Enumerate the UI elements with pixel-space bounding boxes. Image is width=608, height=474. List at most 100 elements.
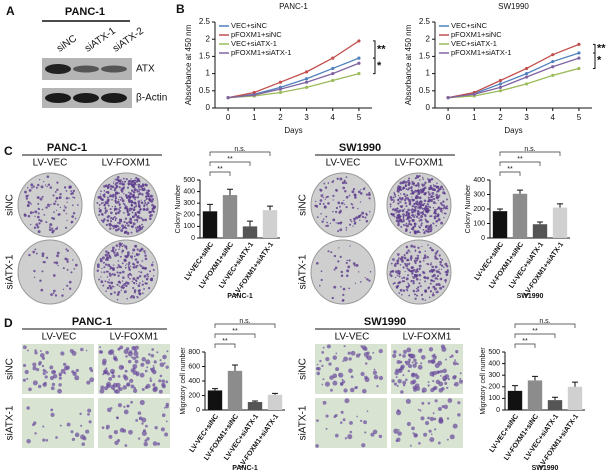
y-tick-label: 0 — [191, 235, 195, 242]
colony — [111, 246, 115, 250]
colony — [113, 273, 116, 277]
colony — [339, 177, 343, 181]
colony — [346, 259, 349, 262]
colony — [134, 189, 136, 192]
colony — [417, 246, 420, 249]
colony — [392, 282, 395, 285]
colony — [414, 177, 417, 180]
colony — [64, 206, 67, 209]
colony — [393, 215, 396, 218]
cell — [150, 353, 155, 358]
colony — [145, 204, 148, 206]
colony — [104, 280, 107, 283]
colony — [116, 251, 119, 255]
colony — [433, 215, 437, 219]
colony — [112, 264, 115, 266]
cell — [393, 428, 399, 434]
colony — [104, 209, 108, 213]
colony — [40, 185, 44, 189]
colony — [49, 186, 53, 189]
point — [278, 80, 283, 84]
colony — [136, 211, 139, 214]
colony — [65, 196, 69, 200]
colony — [418, 226, 421, 229]
colony — [395, 216, 398, 219]
colony — [130, 189, 134, 192]
colony — [319, 202, 322, 205]
bar — [567, 386, 583, 410]
colony — [138, 282, 141, 284]
colony — [41, 208, 44, 211]
colony — [132, 180, 135, 182]
colony — [56, 227, 59, 230]
colony — [416, 189, 420, 193]
cell — [33, 421, 37, 425]
colony — [357, 271, 360, 273]
colony — [140, 217, 143, 220]
colony — [402, 266, 405, 269]
colony — [403, 193, 406, 196]
colony — [123, 231, 127, 235]
bar — [527, 380, 543, 410]
cell — [126, 404, 130, 408]
colony — [111, 194, 115, 198]
point — [498, 89, 503, 93]
cell — [400, 364, 405, 369]
colony — [128, 195, 132, 199]
colony — [144, 202, 147, 205]
colony — [63, 186, 67, 189]
cell — [135, 418, 139, 422]
colony — [106, 281, 109, 283]
cell — [100, 385, 105, 390]
cell — [49, 375, 55, 381]
cell — [437, 441, 441, 445]
colony — [41, 270, 44, 273]
plate — [17, 239, 83, 305]
colony — [141, 193, 144, 196]
error-bar — [532, 375, 538, 381]
error-bar — [517, 189, 523, 194]
cell — [43, 383, 45, 386]
colony — [121, 224, 124, 228]
cell — [363, 420, 367, 425]
sig-bracket — [514, 333, 556, 338]
colony — [41, 254, 45, 258]
y-axis-label: Colony Number — [465, 184, 472, 233]
x-tick-label: 1 — [252, 113, 257, 122]
sig-label: n.s. — [239, 318, 250, 325]
colony — [39, 279, 42, 282]
colony — [126, 178, 128, 180]
colony — [345, 195, 349, 199]
colony — [367, 193, 371, 196]
colony — [114, 253, 118, 257]
cell — [402, 354, 406, 358]
colony — [423, 202, 426, 205]
cell — [163, 407, 166, 409]
colony — [118, 248, 120, 250]
colony — [390, 262, 393, 265]
colony — [396, 207, 399, 210]
colony — [38, 222, 41, 225]
cell — [34, 432, 37, 435]
cell — [70, 430, 74, 434]
colony — [106, 276, 109, 278]
colony — [121, 284, 124, 287]
colony — [68, 185, 72, 189]
cell — [408, 354, 411, 357]
colony — [396, 260, 399, 263]
point — [472, 92, 476, 96]
cell — [116, 416, 119, 420]
colony — [410, 244, 414, 248]
colony — [434, 210, 437, 213]
colony — [421, 190, 425, 193]
cell — [405, 398, 411, 404]
colony — [132, 286, 135, 290]
colony — [352, 225, 354, 227]
cell — [398, 428, 400, 431]
colony — [322, 196, 325, 199]
cell — [141, 422, 144, 425]
y-tick-label: 1.5 — [199, 52, 211, 61]
sig-bracket — [514, 323, 576, 328]
colony — [427, 286, 430, 290]
colony — [407, 212, 410, 215]
